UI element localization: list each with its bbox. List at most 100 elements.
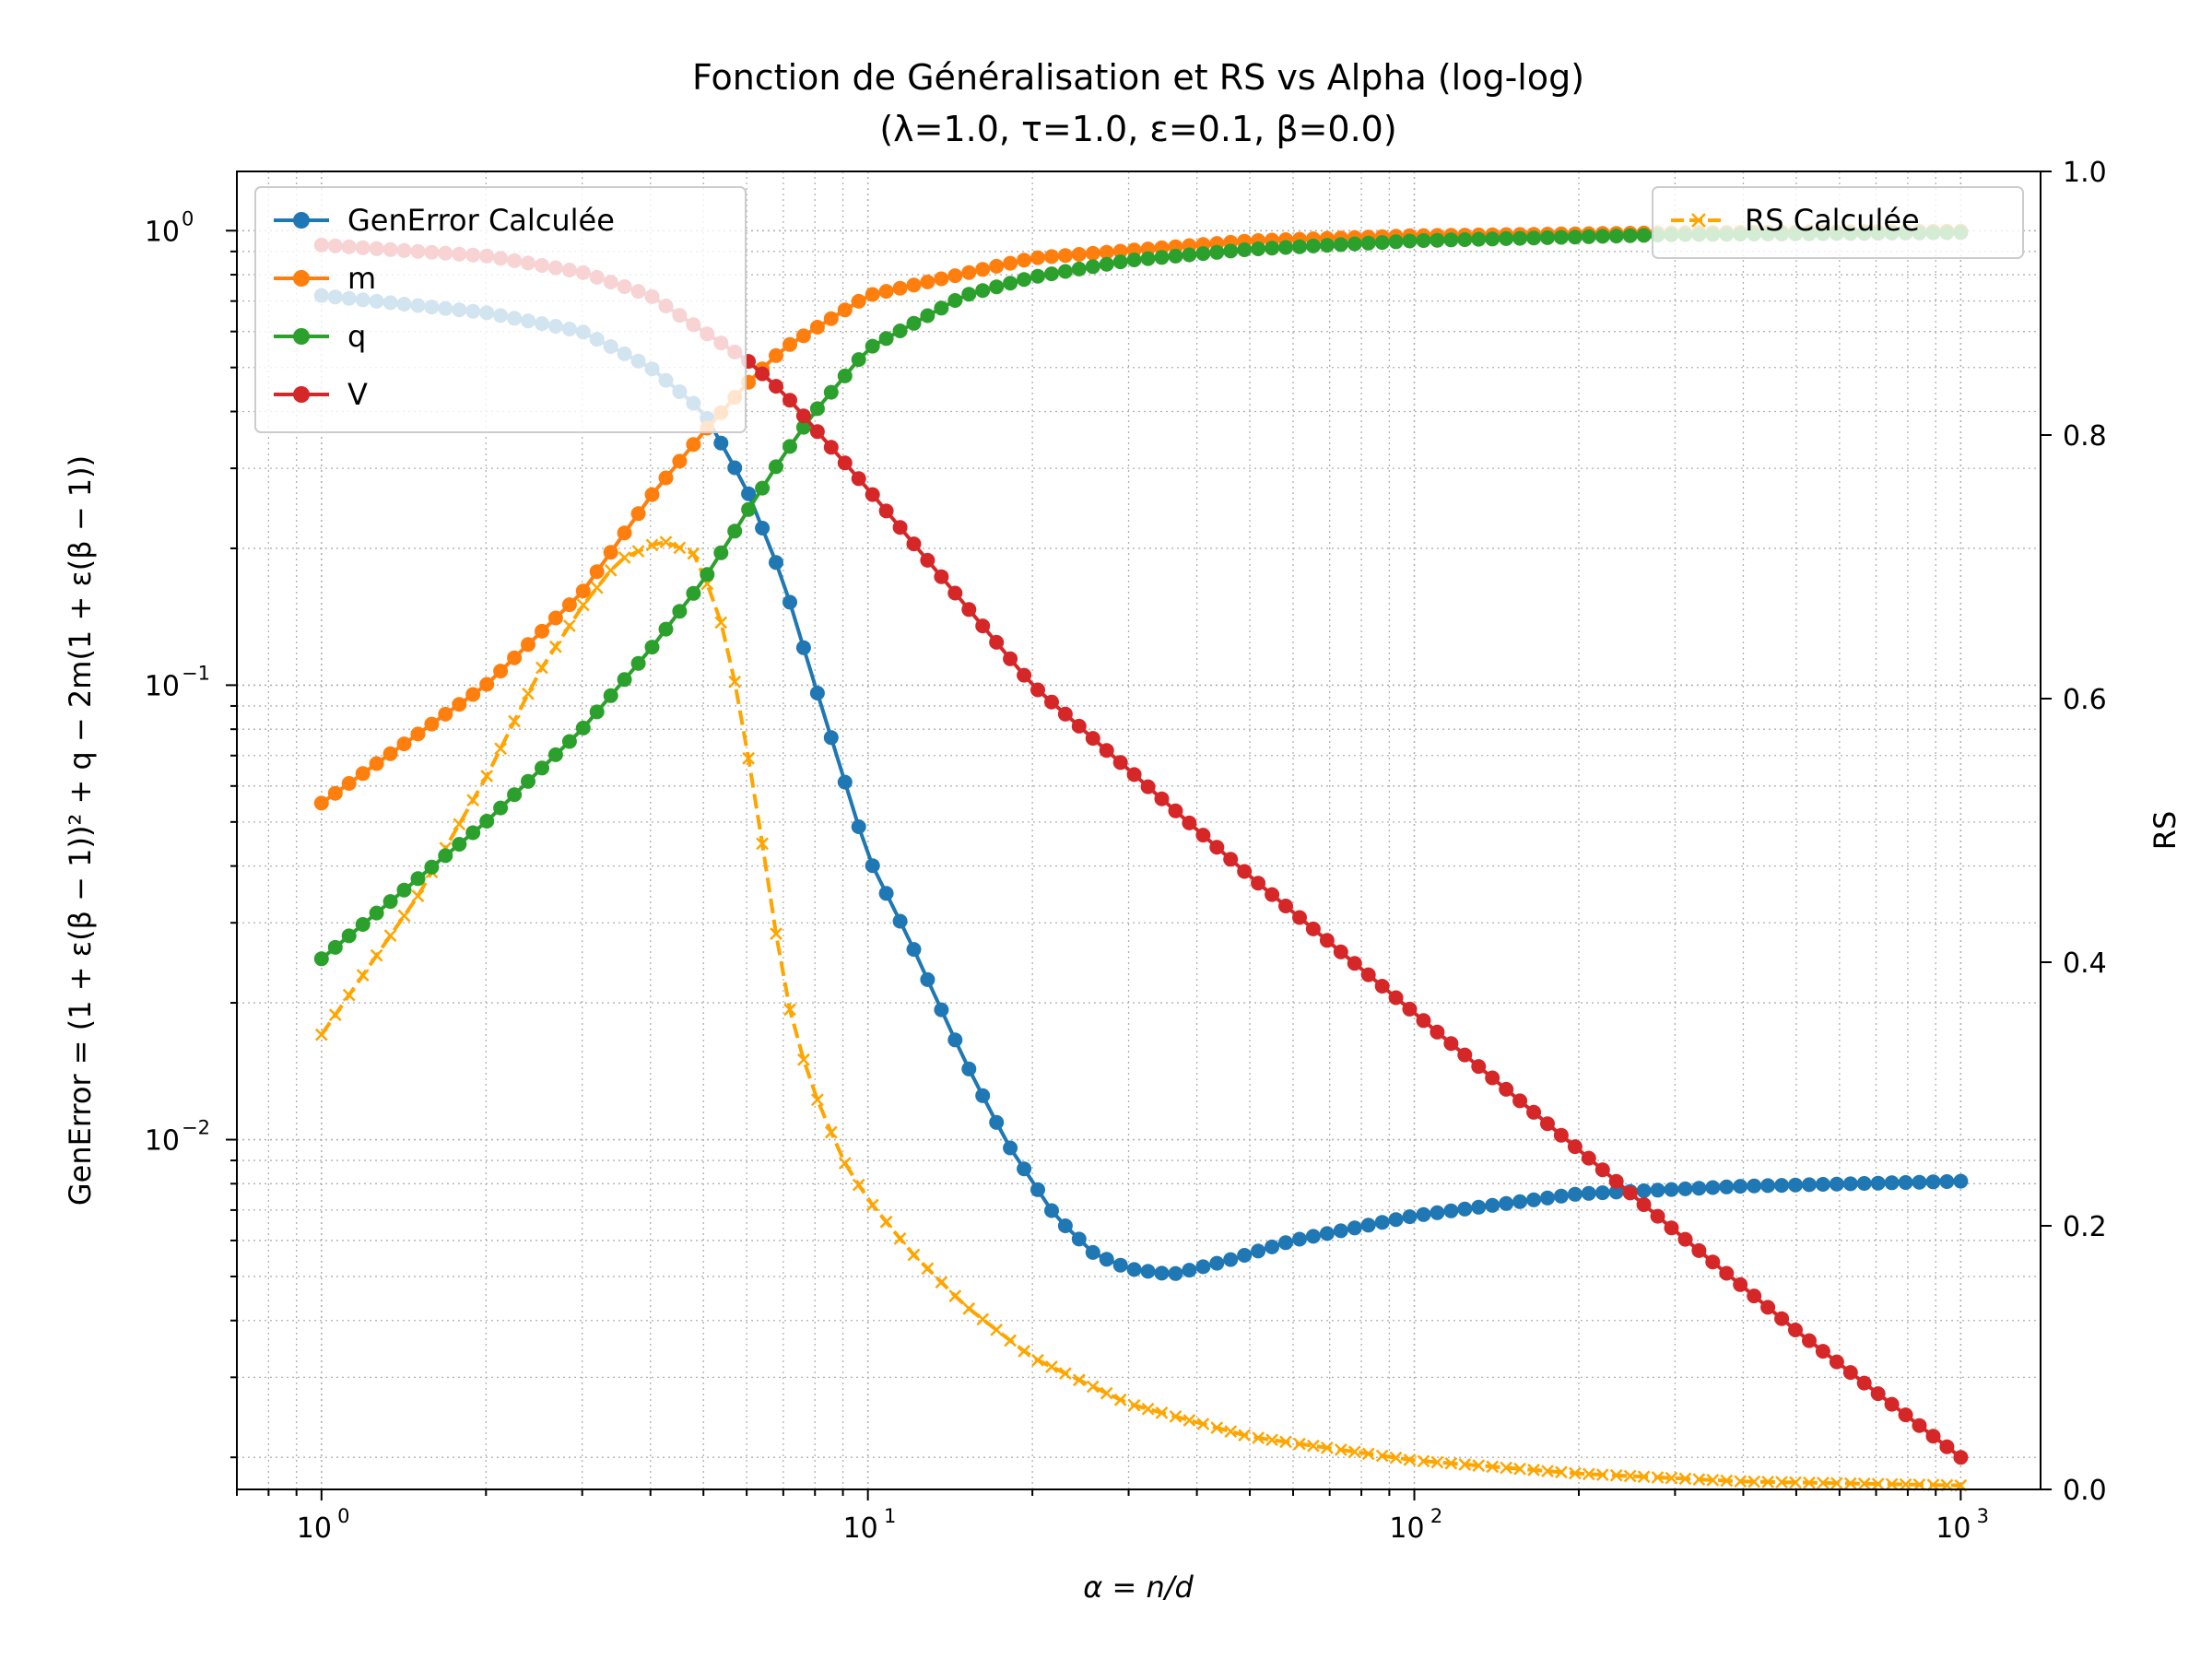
data-point-v	[1168, 803, 1183, 818]
data-point-v	[878, 503, 894, 519]
data-point-rs-calcul-e	[1238, 1429, 1252, 1442]
data-point-q	[410, 871, 426, 887]
data-point-generror-calcul-e	[1017, 1161, 1032, 1177]
data-point-q	[1512, 230, 1528, 246]
data-point-q	[465, 825, 481, 841]
data-point-rs-calcul-e	[1623, 1469, 1637, 1483]
data-point-q	[769, 459, 783, 475]
data-point-v	[934, 569, 949, 584]
data-point-m	[837, 302, 853, 318]
data-point-rs-calcul-e	[1307, 1439, 1320, 1453]
data-point-m	[782, 336, 797, 352]
data-point-q	[809, 401, 825, 417]
data-point-v	[892, 520, 908, 535]
data-point-rs-calcul-e	[1609, 1468, 1623, 1482]
data-point-v	[1112, 755, 1128, 771]
chart-subtitle: (λ=1.0, τ=1.0, ε=0.1, β=0.0)	[879, 109, 1396, 149]
data-point-v	[1305, 921, 1321, 936]
data-point-generror-calcul-e	[1856, 1176, 1872, 1191]
data-point-v	[1540, 1116, 1555, 1132]
y-left-tick-label: 10	[145, 216, 180, 248]
data-point-q	[1567, 229, 1583, 245]
data-point-q	[630, 655, 646, 671]
data-point-q	[327, 939, 343, 955]
data-point-m	[672, 453, 688, 469]
data-point-generror-calcul-e	[809, 686, 825, 700]
y-left-tick-label-exponent: −2	[182, 1117, 210, 1139]
data-point-rs-calcul-e	[893, 1232, 907, 1245]
data-point-generror-calcul-e	[1760, 1178, 1776, 1194]
data-point-rs-calcul-e	[1334, 1443, 1347, 1456]
data-point-m	[1003, 255, 1018, 271]
legend-frame	[1652, 186, 2024, 259]
legend-marker-q	[293, 328, 310, 345]
data-point-rs-calcul-e	[508, 714, 521, 728]
data-point-m	[1112, 243, 1128, 259]
data-point-q	[1251, 241, 1266, 256]
data-point-q	[341, 928, 357, 944]
data-point-rs-calcul-e	[480, 770, 494, 782]
data-point-rs-calcul-e	[1651, 1471, 1665, 1484]
data-point-m	[630, 506, 646, 522]
data-point-q	[1195, 246, 1211, 262]
data-point-generror-calcul-e	[1705, 1180, 1721, 1195]
data-point-q	[1553, 229, 1569, 245]
data-point-rs-calcul-e	[1775, 1476, 1788, 1489]
data-point-generror-calcul-e	[1402, 1209, 1418, 1225]
data-point-v	[1733, 1277, 1748, 1292]
legend-marker-rs-calcul-e	[1691, 213, 1706, 228]
data-point-rs-calcul-e	[783, 1003, 796, 1017]
y-left-tick-label: 10	[145, 1125, 180, 1158]
data-point-q	[1608, 229, 1624, 244]
data-point-rs-calcul-e	[1430, 1455, 1444, 1469]
data-point-m	[1099, 244, 1114, 260]
data-point-v	[1237, 864, 1253, 879]
data-point-generror-calcul-e	[1305, 1229, 1321, 1244]
data-point-generror-calcul-e	[1802, 1177, 1817, 1193]
data-point-generror-calcul-e	[1815, 1177, 1830, 1192]
data-point-generror-calcul-e	[1071, 1231, 1087, 1247]
legend-label-rs-calcul-e: RS Calculée	[1745, 203, 1920, 238]
data-point-v	[1443, 1036, 1459, 1052]
data-point-rs-calcul-e	[1665, 1471, 1678, 1485]
data-point-m	[561, 597, 577, 613]
data-point-rs-calcul-e	[1458, 1458, 1472, 1471]
data-point-v	[1017, 667, 1032, 683]
data-point-generror-calcul-e	[975, 1088, 991, 1103]
data-point-q	[865, 338, 880, 354]
data-point-rs-calcul-e	[1018, 1345, 1030, 1358]
data-point-rs-calcul-e	[1196, 1418, 1210, 1430]
data-point-v	[1581, 1150, 1596, 1166]
legend-label-generror-calcul-e: GenError Calculée	[347, 203, 615, 238]
data-point-rs-calcul-e	[1803, 1476, 1816, 1489]
data-point-generror-calcul-e	[1251, 1243, 1266, 1259]
data-point-rs-calcul-e	[1871, 1477, 1885, 1490]
data-point-q	[837, 368, 853, 383]
data-point-rs-calcul-e	[770, 927, 782, 941]
data-point-v	[989, 634, 1005, 650]
data-point-q	[479, 814, 495, 829]
data-point-q	[1071, 261, 1087, 276]
data-point-q	[1499, 230, 1514, 246]
data-point-v	[1691, 1242, 1707, 1258]
data-point-generror-calcul-e	[1292, 1231, 1307, 1247]
data-point-v	[975, 618, 991, 634]
data-point-generror-calcul-e	[1526, 1192, 1542, 1207]
data-point-q	[1416, 233, 1431, 248]
data-point-m	[769, 347, 783, 363]
data-point-rs-calcul-e	[618, 551, 631, 564]
data-point-m	[369, 756, 384, 771]
data-point-m	[920, 274, 935, 289]
y-left-axis-label: GenError = (1 + ε(β − 1))² + q − 2m(1 + …	[63, 455, 98, 1206]
data-point-generror-calcul-e	[1912, 1174, 1927, 1190]
data-point-generror-calcul-e	[1512, 1194, 1528, 1209]
data-point-rs-calcul-e	[1678, 1472, 1692, 1486]
legend-left: GenError Calculée mqV	[254, 186, 747, 433]
data-point-q	[438, 848, 453, 864]
data-point-q	[1636, 228, 1652, 243]
data-point-rs-calcul-e	[453, 818, 466, 831]
data-point-v	[1347, 956, 1362, 971]
data-point-generror-calcul-e	[1278, 1235, 1293, 1251]
data-point-q	[575, 720, 591, 735]
data-point-rs-calcul-e	[1347, 1445, 1361, 1459]
